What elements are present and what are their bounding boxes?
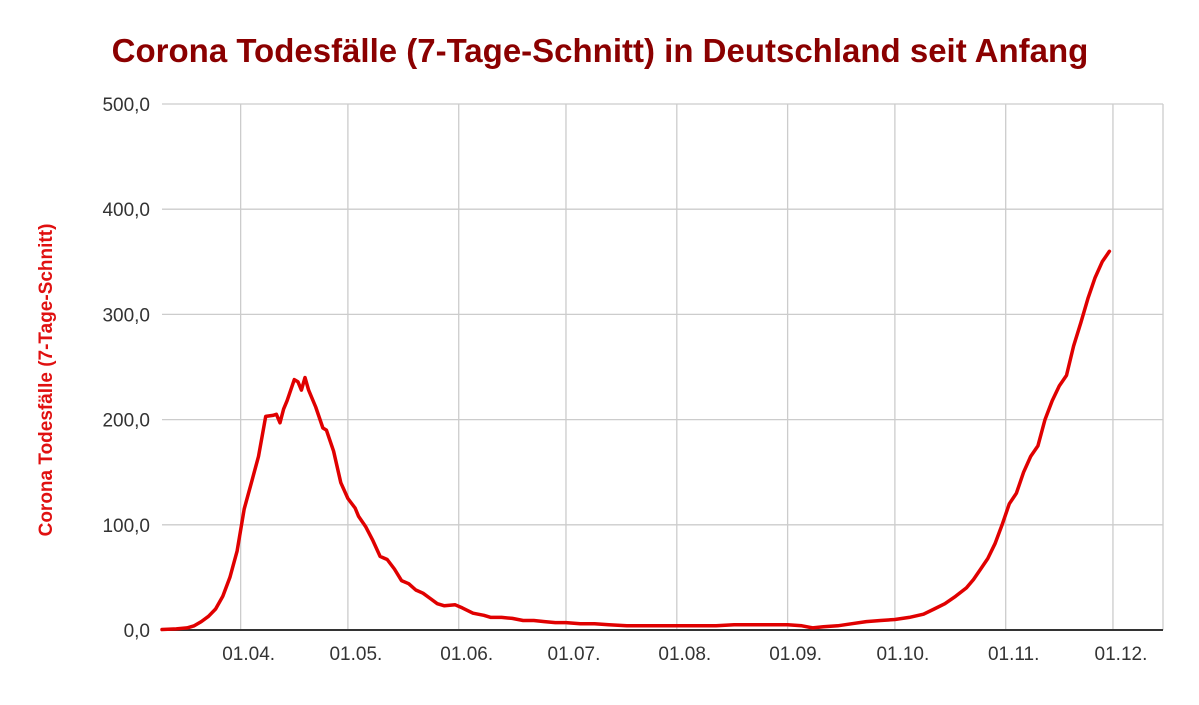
y-tick-label: 200,0 bbox=[102, 411, 150, 432]
series bbox=[160, 249, 1112, 632]
chart-title: Corona Todesfälle (7-Tage-Schnitt) in De… bbox=[112, 32, 1089, 69]
grid bbox=[162, 103, 1164, 630]
x-tick-label: 01.10. bbox=[876, 644, 929, 665]
x-tick-label: 01.06. bbox=[440, 644, 493, 665]
x-tick-label: 01.09. bbox=[769, 644, 822, 665]
y-tick-label: 500,0 bbox=[102, 95, 150, 116]
x-tick-label: 01.08. bbox=[658, 644, 711, 665]
y-axis-ticks: 0,0 100,0 200,0 300,0 400,0 500,0 bbox=[102, 95, 150, 642]
x-tick-label: 01.04. bbox=[222, 644, 275, 665]
y-tick-label: 300,0 bbox=[102, 305, 150, 326]
y-tick-label: 100,0 bbox=[102, 516, 150, 537]
x-tick-label: 01.12. bbox=[1095, 644, 1148, 665]
y-axis-label: Corona Todesfälle (7-Tage-Schnitt) bbox=[36, 224, 57, 537]
series-line bbox=[160, 249, 1112, 632]
y-tick-label: 400,0 bbox=[102, 200, 150, 221]
x-tick-label: 01.05. bbox=[329, 644, 382, 665]
x-axis-ticks: 01.04. 01.05. 01.06. 01.07. 01.08. 01.09. 01.1… bbox=[222, 644, 1147, 665]
x-tick-label: 01.07. bbox=[548, 644, 601, 665]
x-tick-label: 01.11. bbox=[988, 644, 1039, 665]
y-tick-label: 0,0 bbox=[124, 621, 150, 642]
